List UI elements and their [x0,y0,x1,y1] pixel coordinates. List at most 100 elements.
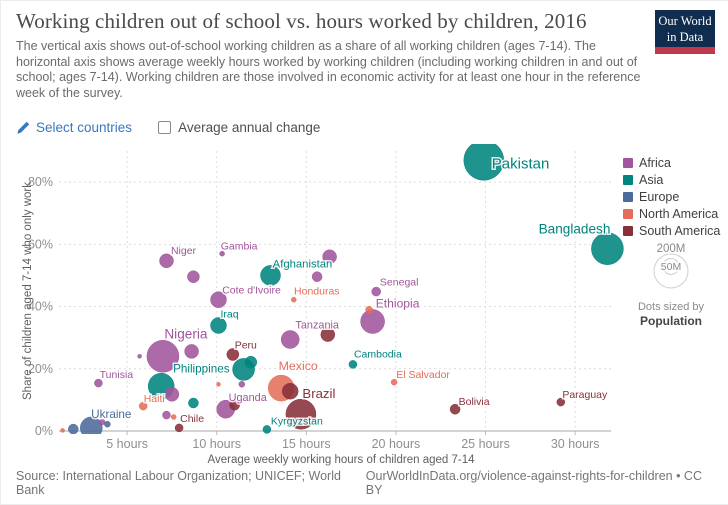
country-label-peru[interactable]: Peru [233,338,258,353]
data-point[interactable] [104,420,111,428]
country-label-pakistan[interactable]: Pakistan [490,154,551,174]
data-point[interactable] [365,305,373,314]
data-point[interactable] [164,387,180,402]
average-annual-change-checkbox[interactable]: Average annual change [158,120,320,135]
data-point[interactable] [170,414,177,420]
x-tick-label: 5 hours [106,437,148,451]
data-point-haiti[interactable] [138,401,148,411]
data-point[interactable] [322,249,337,265]
country-label-tanzania[interactable]: Tanzania [294,318,342,333]
data-point-ethiopia[interactable] [360,309,385,334]
country-label-tunisia[interactable]: Tunisia [98,368,135,383]
data-point[interactable] [184,344,199,359]
data-point-cote-d-ivoire[interactable] [210,291,227,308]
country-label-bolivia[interactable]: Bolivia [457,395,491,410]
country-label-ukraine[interactable]: Ukraine [90,406,133,422]
legend-item-africa[interactable]: Africa [623,154,725,171]
x-tick-label: 10 hours [192,437,241,451]
select-countries-button[interactable]: Select countries [16,120,132,135]
data-point[interactable] [229,399,240,411]
legend-item-north-america[interactable]: North America [623,205,725,222]
data-point[interactable] [281,382,299,400]
country-label-haiti[interactable]: Haiti [142,392,166,407]
size-legend-small-label: 50M [661,261,681,273]
select-countries-label: Select countries [36,120,133,135]
legend-swatch-africa [623,157,633,168]
data-point-bangladesh[interactable] [591,232,624,265]
country-label-cote-d-ivoire[interactable]: Cote d'Ivoire [221,283,283,298]
chart-subtitle: The vertical axis shows out-of-school wo… [16,39,641,100]
country-label-uganda[interactable]: Uganda [227,391,269,406]
legend-item-south-america[interactable]: South America [623,222,725,239]
data-point-kyrgyzstan[interactable] [262,425,272,434]
country-label-honduras[interactable]: Honduras [293,284,342,299]
data-point-niger[interactable] [159,253,174,269]
country-label-el-salvador[interactable]: El Salvador [395,368,452,383]
country-label-gambia[interactable]: Gambia [219,239,259,254]
data-point-chile[interactable] [174,423,184,433]
country-label-brazil[interactable]: Brazil [301,385,337,403]
country-label-bangladesh[interactable]: Bangladesh [537,220,612,238]
data-point[interactable] [238,381,246,388]
data-point-senegal[interactable] [371,286,381,297]
data-point-iraq[interactable] [210,317,227,334]
y-tick-label: 20% [28,362,53,376]
country-label-niger[interactable]: Niger [169,243,198,258]
data-point-brazil[interactable] [285,398,317,430]
data-point-ukraine[interactable] [80,416,103,439]
owid-logo[interactable]: Our World in Data [655,10,715,54]
data-point[interactable] [244,355,258,369]
data-point[interactable] [162,410,171,420]
data-point[interactable] [187,270,200,283]
data-point[interactable] [137,354,142,359]
pencil-icon [17,121,30,134]
country-label-iraq[interactable]: Iraq [219,307,240,322]
owid-logo-line2: in Data [666,30,704,44]
data-point-bolivia[interactable] [449,403,461,415]
country-label-nigeria[interactable]: Nigeria [163,325,210,343]
legend-label-north-america: North America [639,206,719,221]
data-point[interactable] [60,428,65,433]
continent-legend: Africa Asia Europe North America South Ameri… [623,154,725,239]
country-label-afghanistan[interactable]: Afghanistan [271,257,334,272]
y-tick-label: 80% [28,175,53,189]
y-axis-title: Share of children aged 7-14 who only wor… [22,182,34,400]
y-tick-label: 40% [28,300,53,314]
legend-item-europe[interactable]: Europe [623,188,725,205]
country-label-kyrgyzstan[interactable]: Kyrgyzstan [269,414,324,429]
data-point[interactable] [320,327,336,342]
attribution-link[interactable]: OurWorldInData.org/violence-against-righ… [365,469,702,497]
legend-item-asia[interactable]: Asia [623,171,725,188]
country-label-philippines[interactable]: Philippines [172,361,232,377]
country-label-chile[interactable]: Chile [179,411,206,426]
country-label-paraguay[interactable]: Paraguay [561,388,610,403]
legend-label-south-america: South America [639,223,721,238]
data-point-tunisia[interactable] [94,378,103,388]
legend-label-asia: Asia [639,172,664,187]
data-point-honduras[interactable] [291,296,297,303]
data-point[interactable] [216,382,221,387]
data-point-peru[interactable] [226,348,240,361]
data-point-cambodia[interactable] [348,360,358,369]
data-point-nigeria[interactable] [146,340,180,373]
country-label-mexico[interactable]: Mexico [277,358,319,375]
data-points-layer [60,140,624,439]
country-label-cambodia[interactable]: Cambodia [352,347,403,362]
legend-label-africa: Africa [639,155,671,170]
data-point[interactable] [188,397,199,409]
data-point-el-salvador[interactable] [390,378,398,386]
x-tick-label: 15 hours [282,437,331,451]
data-point-afghanistan[interactable] [260,265,281,286]
data-point-paraguay[interactable] [556,397,566,407]
data-point[interactable] [311,271,323,282]
data-point-pakistan[interactable] [463,140,505,181]
data-point[interactable] [98,418,106,426]
country-label-senegal[interactable]: Senegal [378,275,420,290]
data-point[interactable] [68,423,79,434]
data-point-tanzania[interactable] [280,330,300,349]
country-label-ethiopia[interactable]: Ethiopia [374,295,421,312]
x-tick-label: 25 hours [461,437,510,451]
data-point-gambia[interactable] [219,250,225,257]
